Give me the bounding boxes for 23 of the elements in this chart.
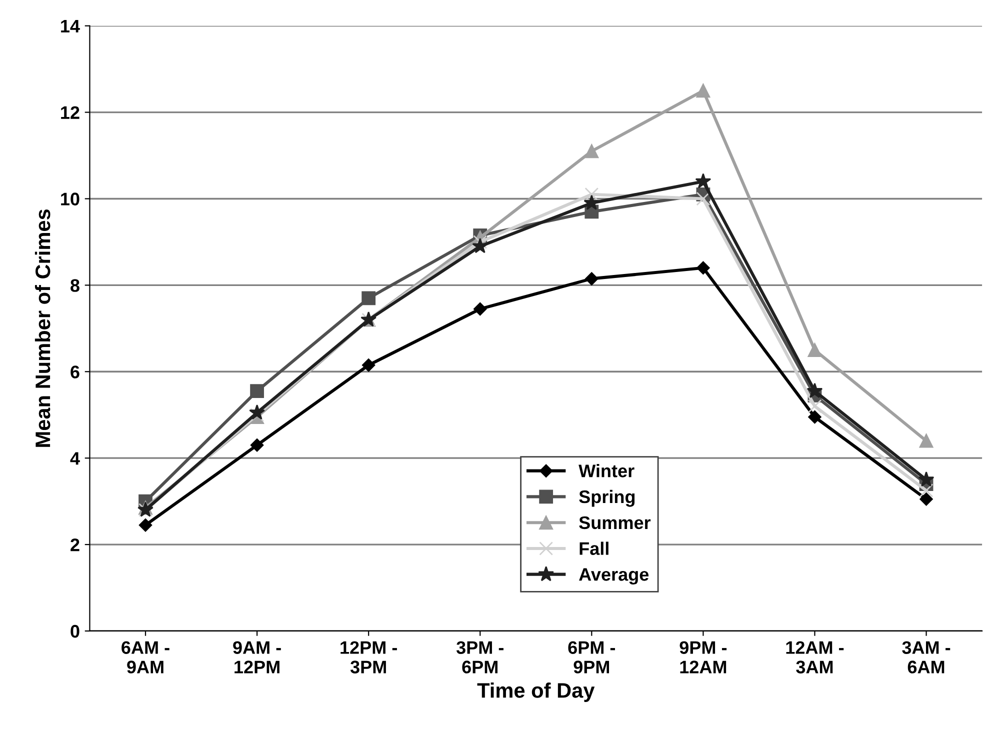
x-tick-label: 3PM - 6PM <box>456 641 504 674</box>
y-tick-label: 8 <box>70 279 80 292</box>
legend-label: Fall <box>580 542 608 555</box>
x-tick-label: 9AM - 12PM <box>233 641 281 674</box>
y-axis-title: Mean Number of Crimes <box>34 209 50 447</box>
y-tick-label: 2 <box>70 538 80 552</box>
legend-label: Winter <box>578 464 634 478</box>
x-tick-label: 12PM - 3PM <box>340 641 397 674</box>
legend-label: Summer <box>579 516 651 530</box>
y-tick-label: 12 <box>61 106 80 119</box>
legend-label: Average <box>579 568 649 584</box>
x-tick-label: 3AM - 6AM <box>902 641 950 674</box>
legend-label: Spring <box>579 490 635 507</box>
y-tick-label: 0 <box>70 624 80 638</box>
y-tick-label: 6 <box>70 366 80 378</box>
x-tick-label: 6AM - 9AM <box>122 641 170 674</box>
y-tick-label: 14 <box>61 20 80 32</box>
x-tick-label: 12AM - 3AM <box>786 641 844 674</box>
y-tick-label: 4 <box>70 452 80 465</box>
y-tick-label: 10 <box>61 192 80 206</box>
x-axis-title: Time of Day <box>477 682 595 702</box>
x-tick-label: 9PM - 12AM <box>680 641 727 674</box>
x-tick-label: 6PM - 9PM <box>568 641 616 674</box>
